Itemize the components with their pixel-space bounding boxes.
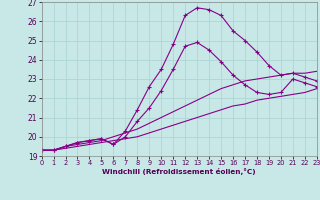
X-axis label: Windchill (Refroidissement éolien,°C): Windchill (Refroidissement éolien,°C) xyxy=(102,168,256,175)
